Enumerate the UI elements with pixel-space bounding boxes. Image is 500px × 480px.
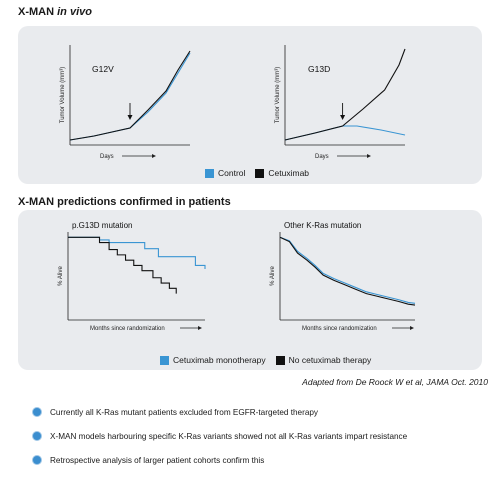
x-axis-label: Days: [100, 154, 114, 160]
legend-cetuximab-label: Cetuximab: [268, 168, 310, 178]
chart-title: G13D: [308, 64, 330, 74]
x-arrow-head: [198, 326, 202, 330]
y-axis-label: Tumor Volume (mm³): [60, 67, 66, 123]
x-arrow-head: [367, 154, 371, 158]
bullet-3: Retrospective analysis of larger patient…: [32, 455, 264, 465]
series-line-blue: [68, 236, 206, 269]
mono-swatch: [160, 355, 169, 365]
y-axis-label: % Alive: [58, 266, 64, 286]
control-swatch: [205, 168, 214, 178]
x-axis-label: Days: [315, 154, 329, 160]
x-arrow-head: [152, 154, 156, 158]
legend-mono-label: Cetuximab monotherapy: [173, 355, 266, 365]
x-axis-label: Months since randomization: [90, 326, 165, 332]
legend-in-vivo: Control Cetuximab: [205, 168, 309, 178]
legend-none-label: No cetuximab therapy: [288, 355, 372, 365]
series-line-blue: [279, 236, 416, 304]
chart-title: G12V: [92, 64, 114, 74]
bullet-2: X-MAN models harbouring specific K-Ras v…: [32, 431, 407, 441]
legend-control-label: Control: [218, 168, 246, 178]
bullet-dot: [32, 431, 42, 441]
series-line-black: [69, 50, 191, 141]
section1-title: X-MAN in vivo: [18, 6, 92, 18]
none-swatch: [275, 355, 285, 365]
bullet-text: X-MAN models harbouring specific K-Ras v…: [50, 431, 408, 441]
section1-title-main: X-MAN: [18, 6, 55, 18]
section2-title: X-MAN predictions confirmed in patients: [18, 196, 231, 208]
treatment-arrow-head: [127, 115, 133, 120]
x-axis-label: Months since randomization: [302, 326, 377, 332]
y-axis-label: % Alive: [270, 266, 276, 286]
y-axis-label: Tumor Volume (mm³): [275, 67, 281, 123]
series-line-blue: [69, 52, 191, 141]
section1-title-italic: in vivo: [57, 6, 92, 18]
bullet-text: Currently all K-Ras mutant patients excl…: [50, 407, 319, 417]
series-line-black: [284, 48, 406, 141]
chart-title: p.G13D mutation: [72, 221, 132, 230]
x-arrow-head: [410, 326, 414, 330]
series-line-black: [279, 236, 416, 306]
patients-panel: [18, 210, 482, 370]
legend-patients: Cetuximab monotherapy No cetuximab thera…: [160, 355, 371, 365]
citation: Adapted from De Roock W et al, JAMA Oct.…: [302, 377, 488, 387]
bullet-dot: [32, 455, 42, 465]
series-line-black: [68, 236, 177, 294]
in-vivo-panel: [18, 26, 482, 184]
series-line-blue: [284, 125, 406, 141]
bullet-1: Currently all K-Ras mutant patients excl…: [32, 407, 318, 417]
cetuximab-swatch: [255, 168, 265, 178]
bullet-text: Retrospective analysis of larger patient…: [50, 455, 265, 465]
chart-title: Other K-Ras mutation: [284, 221, 361, 230]
treatment-arrow-head: [340, 115, 346, 120]
bullet-dot: [32, 407, 42, 417]
